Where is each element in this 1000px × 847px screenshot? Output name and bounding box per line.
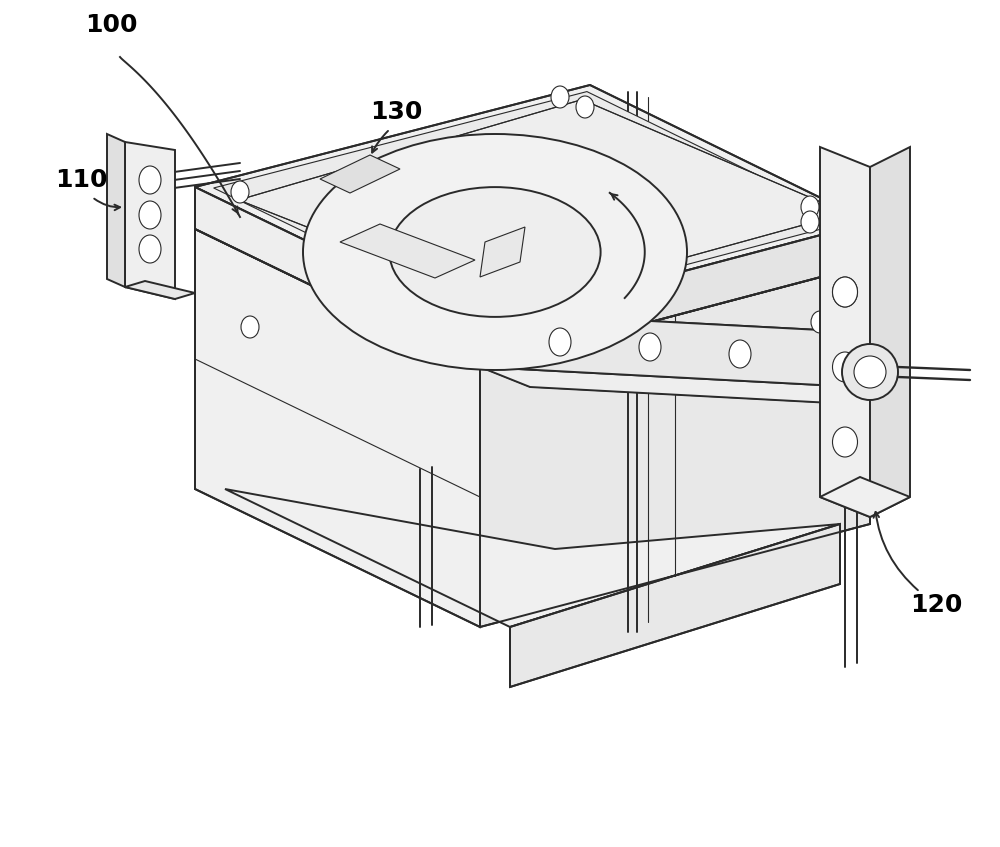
Polygon shape (480, 227, 525, 277)
Ellipse shape (139, 235, 161, 263)
Ellipse shape (303, 134, 687, 370)
Polygon shape (195, 229, 480, 627)
Ellipse shape (241, 316, 259, 338)
Text: 100: 100 (85, 13, 138, 37)
Ellipse shape (801, 211, 819, 233)
Ellipse shape (389, 187, 601, 317)
Polygon shape (510, 524, 840, 687)
Polygon shape (214, 91, 852, 318)
Ellipse shape (551, 86, 569, 108)
Polygon shape (125, 281, 195, 299)
Ellipse shape (231, 181, 249, 203)
Ellipse shape (832, 277, 858, 307)
Polygon shape (480, 264, 870, 627)
Polygon shape (320, 155, 400, 193)
Ellipse shape (832, 277, 858, 307)
Polygon shape (195, 85, 870, 325)
Polygon shape (480, 312, 820, 385)
Ellipse shape (811, 311, 829, 333)
Ellipse shape (832, 427, 858, 457)
Polygon shape (820, 147, 870, 517)
Polygon shape (225, 489, 840, 627)
Ellipse shape (729, 340, 751, 368)
Polygon shape (195, 187, 480, 367)
Polygon shape (107, 134, 125, 287)
Text: 110: 110 (55, 168, 108, 192)
Text: 130: 130 (370, 100, 422, 124)
Polygon shape (870, 147, 910, 517)
Ellipse shape (801, 196, 819, 218)
Ellipse shape (639, 333, 661, 361)
Circle shape (854, 356, 886, 388)
Ellipse shape (549, 328, 571, 356)
Polygon shape (820, 477, 910, 517)
Polygon shape (340, 224, 475, 278)
Ellipse shape (139, 201, 161, 229)
Text: 120: 120 (910, 593, 962, 617)
Ellipse shape (139, 166, 161, 194)
Circle shape (842, 344, 898, 400)
Ellipse shape (832, 352, 858, 382)
Polygon shape (125, 142, 175, 299)
Polygon shape (239, 100, 847, 307)
Ellipse shape (576, 96, 594, 118)
Polygon shape (480, 222, 870, 367)
Polygon shape (480, 367, 870, 405)
